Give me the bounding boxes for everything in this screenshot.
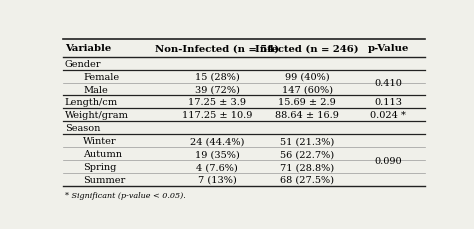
Text: 99 (40%): 99 (40%)	[285, 72, 329, 81]
Text: Spring: Spring	[83, 162, 117, 171]
Text: 117.25 ± 10.9: 117.25 ± 10.9	[182, 111, 252, 120]
Text: * Significant (p-value < 0.05).: * Significant (p-value < 0.05).	[65, 191, 185, 199]
Text: p-Value: p-Value	[367, 44, 409, 53]
Text: 71 (28.8%): 71 (28.8%)	[280, 162, 334, 171]
Text: Variable: Variable	[65, 44, 111, 53]
Text: 0.090: 0.090	[374, 156, 402, 165]
Text: Male: Male	[83, 85, 108, 94]
Text: Female: Female	[83, 72, 119, 81]
Text: 56 (22.7%): 56 (22.7%)	[280, 150, 334, 158]
Text: Weight/gram: Weight/gram	[65, 111, 128, 120]
Text: 19 (35%): 19 (35%)	[195, 150, 239, 158]
Text: 68 (27.5%): 68 (27.5%)	[280, 175, 334, 184]
Text: Summer: Summer	[83, 175, 126, 184]
Text: 51 (21.3%): 51 (21.3%)	[280, 137, 334, 146]
Text: 39 (72%): 39 (72%)	[195, 85, 240, 94]
Text: 24 (44.4%): 24 (44.4%)	[190, 137, 245, 146]
Text: 0.410: 0.410	[374, 79, 402, 88]
Text: 15.69 ± 2.9: 15.69 ± 2.9	[278, 98, 336, 107]
Text: Length/cm: Length/cm	[65, 98, 118, 107]
Text: 7 (13%): 7 (13%)	[198, 175, 237, 184]
Text: 88.64 ± 16.9: 88.64 ± 16.9	[275, 111, 339, 120]
Text: 0.024 *: 0.024 *	[370, 111, 406, 120]
Text: 17.25 ± 3.9: 17.25 ± 3.9	[188, 98, 246, 107]
Text: Gender: Gender	[65, 59, 101, 68]
Text: 0.113: 0.113	[374, 98, 402, 107]
Text: Infected (n = 246): Infected (n = 246)	[255, 44, 359, 53]
Text: Season: Season	[65, 124, 100, 133]
Text: Winter: Winter	[83, 137, 117, 146]
Text: 147 (60%): 147 (60%)	[282, 85, 333, 94]
Text: 15 (28%): 15 (28%)	[195, 72, 239, 81]
Text: 4 (7.6%): 4 (7.6%)	[196, 162, 238, 171]
Text: Autumn: Autumn	[83, 150, 122, 158]
Text: Non-Infected (n = 54): Non-Infected (n = 54)	[155, 44, 279, 53]
